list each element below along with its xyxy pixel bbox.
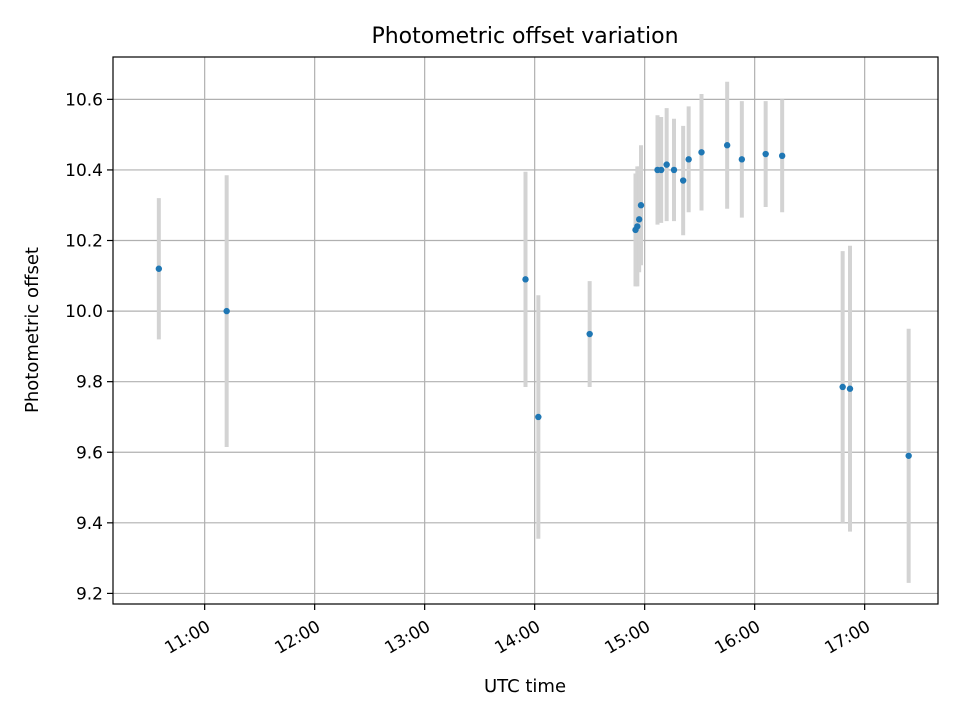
data-point (839, 383, 846, 391)
data-point (535, 413, 542, 421)
data-point (905, 452, 912, 459)
y-tick-label: 10.0 (65, 302, 103, 322)
plot-frame (112, 56, 939, 605)
y-tick-label: 9.4 (76, 514, 103, 534)
data-point (698, 149, 705, 156)
data-point (723, 142, 731, 149)
data-points (155, 142, 912, 459)
data-point (586, 330, 593, 338)
data-point (679, 177, 687, 184)
data-point (846, 385, 854, 392)
y-tick-label: 9.8 (76, 373, 103, 393)
data-point (663, 161, 670, 168)
y-tick-label: 9.2 (76, 584, 103, 604)
y-axis-label: Photometric offset (22, 247, 43, 413)
data-point (778, 152, 786, 160)
y-tick-label: 10.2 (65, 232, 103, 252)
y-tick-label: 10.4 (65, 161, 103, 181)
data-point (670, 166, 678, 174)
data-point (522, 276, 529, 283)
y-tick-label: 9.6 (76, 443, 103, 463)
data-point (223, 307, 230, 315)
data-point (635, 216, 643, 223)
y-tick-label: 10.6 (65, 90, 103, 110)
data-point (762, 150, 769, 158)
data-point (155, 265, 163, 272)
data-point (657, 166, 665, 174)
data-point (685, 156, 692, 163)
x-axis-label: UTC time (484, 676, 566, 697)
data-point (634, 223, 641, 230)
data-point (738, 156, 746, 163)
chart-title: Photometric offset variation (371, 24, 678, 49)
data-point (637, 202, 645, 209)
y-axis: 9.2 9.4 9.6 9.8 10.0 10.2 10.4 10.6 (65, 90, 113, 604)
